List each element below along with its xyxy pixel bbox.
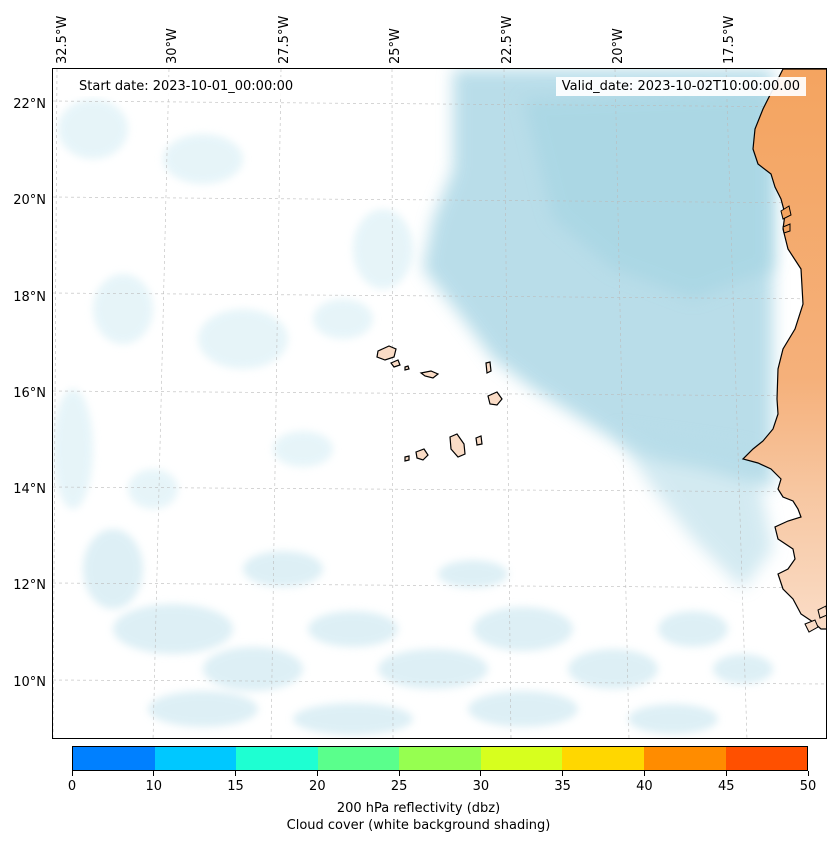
colorbar-tick (71, 771, 73, 776)
lat-label-14n: 14°N (13, 482, 46, 497)
lon-label-27.5w: 27.5°W (277, 15, 292, 64)
africa-coastline (741, 69, 826, 630)
colorbar-segment-0 (73, 747, 155, 770)
colorbar-tick-label: 15 (227, 779, 244, 794)
valid-date-text: Valid_date: 2023-10-02T10:00:00.00 (561, 79, 800, 94)
colorbar-tick-label: 50 (799, 779, 817, 794)
lat-label-12n: 12°N (13, 578, 46, 593)
cape-verde-islands (376, 345, 503, 462)
cloud-patches-west (53, 99, 413, 509)
valid-date-banner: Valid_date: 2023-10-02T10:00:00.00 (555, 77, 806, 96)
lat-label-10n: 10°N (13, 675, 46, 690)
colorbar-tick (153, 771, 155, 776)
colorbar-segment-5 (480, 747, 563, 770)
colorbar-segment-4 (399, 747, 481, 770)
arguin-islet-2 (782, 223, 791, 234)
cloud-patches-south (83, 529, 773, 735)
colorbar-tick-label: 35 (554, 779, 571, 794)
bijagos-island-2 (817, 605, 826, 619)
colorbar-segment-3 (317, 747, 400, 770)
lon-label-25w: 25°W (388, 28, 403, 64)
map-panel[interactable]: Start date: 2023-10-01_00:00:00 Valid_da… (52, 68, 827, 739)
colorbar-tick (398, 771, 400, 776)
island-sao-vicente (390, 359, 401, 368)
lat-label-16n: 16°N (13, 386, 46, 401)
colorbar-tick (725, 771, 727, 776)
colorbar-tick-label: 45 (717, 779, 735, 794)
arguin-islet (780, 205, 792, 220)
colorbar-tick-label: 30 (472, 779, 490, 794)
colorbar-tick-label: 25 (390, 779, 408, 794)
colorbar-sublabel: Cloud cover (white background shading) (286, 818, 551, 833)
colorbar-tick (480, 771, 482, 776)
island-santo-antao (376, 345, 397, 361)
africa-landmass (741, 69, 826, 633)
graticule (53, 69, 826, 738)
island-fogo (415, 448, 429, 461)
colorbar-tick (235, 771, 237, 776)
colorbar-segment-1 (154, 747, 237, 770)
island-sal (485, 361, 492, 374)
colorbar-segment-2 (236, 747, 318, 770)
island-santiago (449, 433, 466, 458)
lon-label-20w: 20°W (611, 28, 626, 64)
island-brava (404, 455, 410, 462)
reflectivity-colorbar (72, 746, 808, 771)
colorbar-tick-label: 40 (636, 779, 653, 794)
lon-label-32.5w: 32.5°W (55, 15, 70, 64)
colorbar-tick-label: 20 (309, 779, 326, 794)
island-boa-vista (487, 391, 503, 406)
lat-label-18n: 18°N (13, 290, 46, 305)
colorbar-segment-8 (725, 747, 808, 770)
colorbar-tick (643, 771, 645, 776)
lat-label-20n: 20°N (13, 193, 46, 208)
bijagos-island-1 (804, 619, 819, 633)
colorbar-tick (316, 771, 318, 776)
colorbar-segment-6 (562, 747, 644, 770)
island-santa-luzia (404, 365, 410, 371)
lat-label-22n: 22°N (13, 97, 46, 112)
map-canvas (53, 69, 826, 738)
cloud-tongue-coast (613, 429, 773, 589)
colorbar-label: 200 hPa reflectivity (dbz) (336, 801, 501, 816)
lon-label-22.5w: 22.5°W (500, 15, 515, 64)
cloud-cover-shading (53, 69, 773, 735)
colorbar-tick (807, 771, 809, 776)
colorbar-tick (562, 771, 564, 776)
lon-label-30w: 30°W (165, 28, 180, 64)
island-sao-nicolau (419, 370, 440, 379)
start-date-banner: Start date: 2023-10-01_00:00:00 (73, 77, 300, 96)
island-maio (475, 435, 483, 446)
cloud-core (523, 89, 773, 299)
colorbar-tick-label: 0 (67, 779, 77, 794)
start-date-text: Start date: 2023-10-01_00:00:00 (79, 79, 294, 94)
lon-label-17.5w: 17.5°W (722, 15, 737, 64)
colorbar-segment-7 (643, 747, 726, 770)
colorbar-tick-label: 10 (145, 779, 163, 794)
